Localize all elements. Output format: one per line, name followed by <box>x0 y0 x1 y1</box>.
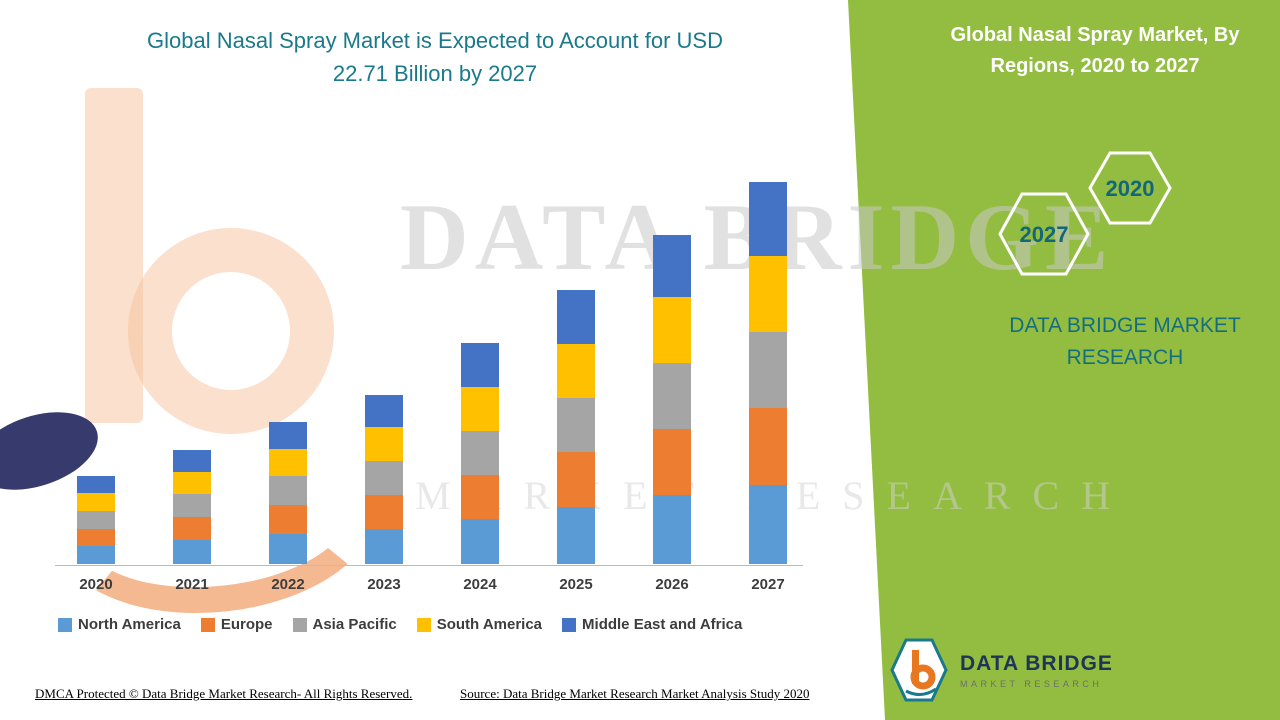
bar-segment-asia-pacific <box>461 431 499 475</box>
legend-item-north-america: North America <box>58 616 181 633</box>
bar-segment-south-america <box>365 427 403 461</box>
legend-swatch <box>58 617 72 632</box>
legend-swatch <box>562 617 577 632</box>
green-side-panel <box>848 0 1280 720</box>
hexagon-2020-label: 2020 <box>1106 176 1155 201</box>
logo-swoosh <box>905 687 937 696</box>
brand-line1: DATA BRIDGE MARKET <box>1009 314 1241 337</box>
x-axis-labels: 2020 2021 2022 2023 2024 2025 2026 2027 <box>55 576 805 598</box>
logo-name: DATA BRIDGE <box>960 651 1113 675</box>
bar-segment-europe <box>653 429 691 495</box>
bar-segment-middle-east-and-africa <box>749 182 787 256</box>
hexagon-2027 <box>998 192 1090 276</box>
bar-segment-asia-pacific <box>365 461 403 495</box>
legend-label: Asia Pacific <box>312 616 397 633</box>
legend-item-south-america: South America <box>416 616 543 633</box>
bar-segment-middle-east-and-africa <box>365 395 403 427</box>
bar-segment-asia-pacific <box>269 476 307 505</box>
logo-subtitle: MARKET RESEARCH <box>960 678 1103 689</box>
bar-segment-middle-east-and-africa <box>173 450 211 472</box>
bar-segment-europe <box>365 495 403 529</box>
bar-segment-south-america <box>653 297 691 363</box>
bar-segment-europe <box>173 517 211 540</box>
chart-title-line1: Global Nasal Spray Market is Expected to… <box>147 28 723 53</box>
side-panel-title: Global Nasal Spray Market, By Regions, 2… <box>950 24 1240 77</box>
bar-segment-north-america <box>173 540 211 564</box>
legend-item-europe: Europe <box>200 616 273 633</box>
bar-segment-middle-east-and-africa <box>269 422 307 449</box>
x-axis-label-2026: 2026 <box>655 576 689 593</box>
legend-label: North America <box>78 616 181 633</box>
bar-segment-south-america <box>269 449 307 476</box>
bar-segment-middle-east-and-africa <box>77 476 115 493</box>
brand-line2: RESEARCH <box>1066 345 1184 369</box>
bar-segment-north-america <box>557 507 595 564</box>
bar-segment-north-america <box>77 546 115 564</box>
legend-swatch <box>200 617 215 632</box>
stacked-bar-plot <box>55 85 805 565</box>
bar-segment-europe <box>269 505 307 534</box>
x-axis-label-2024: 2024 <box>463 576 497 593</box>
chart-legend: North America Europe Asia Pacific South Ame… <box>58 616 742 633</box>
x-axis-line <box>55 565 803 566</box>
legend-swatch <box>416 617 431 632</box>
company-logo: DATA BRIDGE MARKET RESEARCH <box>888 636 1113 704</box>
bar-2020 <box>77 476 115 564</box>
x-axis-label-2021: 2021 <box>175 576 209 593</box>
company-logo-text: DATA BRIDGE MARKET RESEARCH <box>960 652 1113 689</box>
bar-segment-middle-east-and-africa <box>461 343 499 387</box>
bar-segment-south-america <box>173 472 211 494</box>
bar-2022 <box>269 422 307 564</box>
bar-segment-europe <box>749 408 787 485</box>
bar-segment-asia-pacific <box>173 494 211 517</box>
hexagon-2027-label: 2027 <box>1020 222 1069 247</box>
bar-segment-north-america <box>749 485 787 564</box>
bar-2027 <box>749 182 787 564</box>
legend-item-asia-pacific: Asia Pacific <box>292 616 397 633</box>
bar-segment-europe <box>77 529 115 546</box>
bar-segment-north-america <box>653 495 691 564</box>
bar-segment-north-america <box>269 534 307 564</box>
legend-label: South America <box>436 616 543 633</box>
bar-segment-europe <box>557 452 595 507</box>
company-logo-icon <box>890 638 948 702</box>
bar-2021 <box>173 450 211 564</box>
bar-segment-europe <box>461 475 499 519</box>
logo-b-bowl <box>910 664 936 690</box>
bar-2024 <box>461 343 499 564</box>
bar-segment-south-america <box>77 493 115 511</box>
bar-segment-asia-pacific <box>77 511 115 529</box>
chart-title: Global Nasal Spray Market is Expected to… <box>95 24 775 90</box>
x-axis-label-2020: 2020 <box>79 576 113 593</box>
bar-segment-north-america <box>461 519 499 564</box>
x-axis-label-2025: 2025 <box>559 576 593 593</box>
bar-segment-asia-pacific <box>557 398 595 452</box>
bar-segment-middle-east-and-africa <box>557 290 595 344</box>
legend-swatch <box>292 617 307 632</box>
hexagon-2020 <box>1088 151 1172 225</box>
legend-item-middle-east-and-africa: Middle East and Africa <box>562 616 742 633</box>
bar-2025 <box>557 290 595 564</box>
year-hexagons: 2020 2027 <box>998 151 1172 276</box>
x-axis-label-2023: 2023 <box>367 576 401 593</box>
source-note: Source: Data Bridge Market Research Mark… <box>460 686 810 701</box>
bar-segment-asia-pacific <box>749 332 787 408</box>
chart-title-line2: 22.71 Billion by 2027 <box>332 61 538 86</box>
legend-label: Europe <box>220 616 273 633</box>
bar-segment-south-america <box>557 344 595 398</box>
bar-2023 <box>365 395 403 564</box>
bar-segment-asia-pacific <box>653 363 691 429</box>
bar-segment-south-america <box>461 387 499 431</box>
legend-label: Middle East and Africa <box>582 616 743 633</box>
background-logo-stem <box>85 88 143 423</box>
dmca-notice: DMCA Protected © Data Bridge Market Rese… <box>35 686 413 701</box>
x-axis-label-2027: 2027 <box>751 576 785 593</box>
bar-2026 <box>653 235 691 564</box>
bar-segment-middle-east-and-africa <box>653 235 691 297</box>
x-axis-label-2022: 2022 <box>271 576 305 593</box>
side-panel-brand: DATA BRIDGE MARKET RESEARCH <box>995 310 1255 373</box>
bar-segment-north-america <box>365 529 403 564</box>
bar-segment-south-america <box>749 256 787 332</box>
